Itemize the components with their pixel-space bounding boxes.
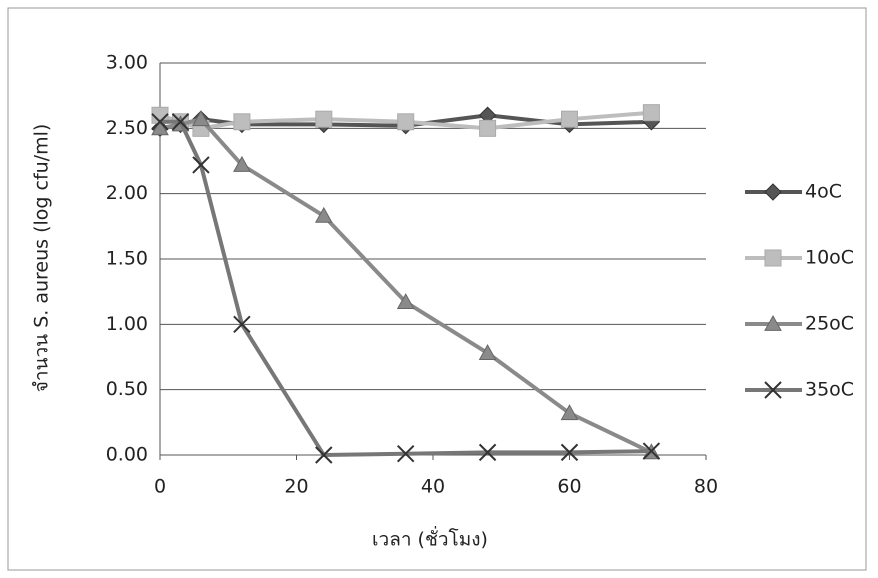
marker (234, 114, 250, 130)
y-tick-label: 0.50 (106, 378, 148, 400)
y-tick-label: 2.00 (106, 182, 148, 204)
y-tick-label: 2.50 (106, 117, 148, 139)
marker (398, 114, 414, 130)
legend-label: 10oC (805, 247, 854, 269)
chart: เวลา (ชั่วโมง) จำนวน S. aureus (log cfu/… (0, 0, 878, 578)
y-tick-label: 3.00 (106, 52, 148, 74)
x-tick-label: 80 (694, 476, 718, 498)
y-axis-title: จำนวน S. aureus (log cfu/ml) (31, 124, 53, 393)
x-tick-label: 0 (154, 476, 166, 498)
marker (316, 111, 332, 127)
x-tick-label: 60 (557, 476, 581, 498)
y-tick-label: 1.50 (106, 248, 148, 270)
x-axis-title: เวลา (ชั่วโมง) (372, 526, 488, 551)
legend-marker (765, 250, 781, 266)
x-tick-label: 40 (421, 476, 445, 498)
y-tick-label: 0.00 (106, 444, 148, 466)
legend-label: 35oC (805, 379, 854, 401)
legend-label: 25oC (805, 313, 854, 335)
x-tick-label: 20 (284, 476, 308, 498)
marker (643, 105, 659, 121)
legend-label: 4oC (805, 181, 842, 203)
marker (562, 111, 578, 127)
marker (480, 120, 496, 136)
y-tick-label: 1.00 (106, 313, 148, 335)
